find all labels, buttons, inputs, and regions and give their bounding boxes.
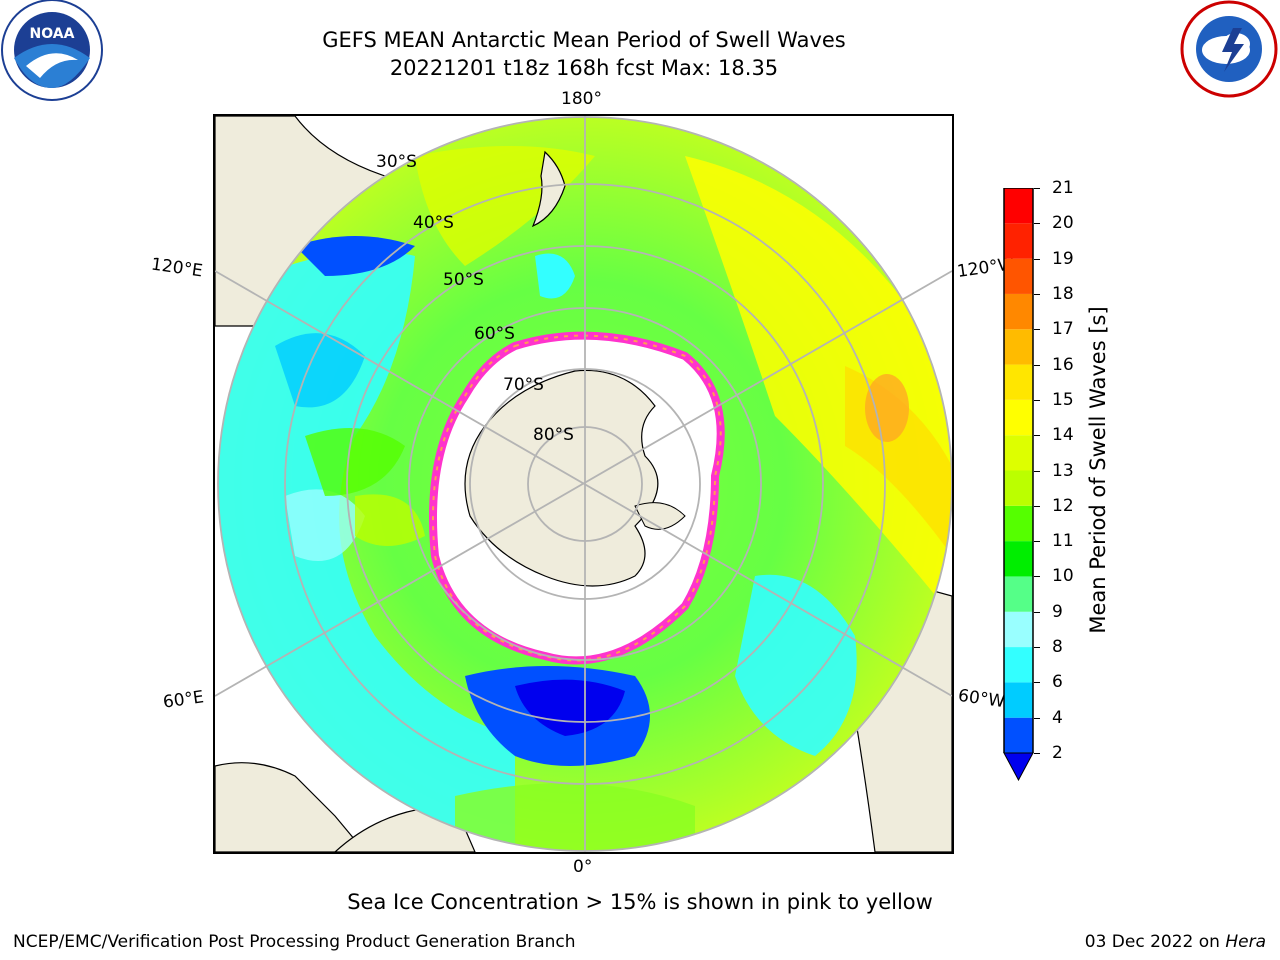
colorbar-tick-label: 21 <box>1052 178 1074 198</box>
colorbar-tick-label: 18 <box>1052 283 1074 304</box>
sea-ice-note: Sea Ice Concentration > 15% is shown in … <box>347 890 933 914</box>
colorbar-segment <box>1004 188 1033 224</box>
lon-label-60e: 60°E <box>161 687 206 713</box>
colorbar-tick-mark <box>1034 188 1040 189</box>
colorbar-tick-label: 15 <box>1052 389 1074 410</box>
colorbar-segment <box>1004 293 1033 330</box>
colorbar-tick-label: 12 <box>1052 495 1074 516</box>
colorbar-segment <box>1004 329 1033 365</box>
polar-map <box>213 114 954 854</box>
colorbar-label: Mean Period of Swell Waves [s] <box>1086 306 1110 634</box>
colorbar-tick-mark <box>1034 470 1040 472</box>
lat-label-50s: 50°S <box>443 270 484 290</box>
colorbar-segment <box>1004 505 1033 542</box>
lat-label-70s: 70°S <box>503 375 544 395</box>
colorbar-tick-mark <box>1034 541 1040 543</box>
machine-name: Hera <box>1225 932 1266 952</box>
colorbar-segment <box>1004 611 1033 648</box>
colorbar-tick-mark <box>1034 258 1040 260</box>
lat-label-40s: 40°S <box>413 213 454 233</box>
lon-label-180: 180° <box>561 89 602 109</box>
colorbar <box>1003 188 1034 781</box>
lat-label-30s: 30°S <box>376 152 417 172</box>
chart-title: GEFS MEAN Antarctic Mean Period of Swell… <box>322 28 846 52</box>
colorbar-segment <box>1004 541 1033 577</box>
date-stamp: 03 Dec 2022 on Hera <box>1085 932 1266 952</box>
map-svg <box>215 116 952 852</box>
colorbar-tick-label: 11 <box>1052 531 1074 552</box>
colorbar-segment <box>1004 647 1033 683</box>
colorbar-tick-mark <box>1034 435 1040 437</box>
africa-land <box>215 762 366 852</box>
lat-label-60s: 60°S <box>474 324 515 344</box>
colorbar-tick-mark <box>1034 293 1040 295</box>
colorbar-segment <box>1004 682 1033 718</box>
colorbar-segment <box>1004 223 1033 259</box>
colorbar-tick-mark <box>1034 682 1040 684</box>
colorbar-tick-label: 9 <box>1052 601 1063 622</box>
colorbar-tick-mark <box>1034 611 1040 613</box>
nws-logo <box>1180 0 1278 98</box>
colorbar-tick-label: 10 <box>1052 566 1074 587</box>
colorbar-segment <box>1004 258 1033 294</box>
colorbar-tick-label: 20 <box>1052 213 1074 234</box>
colorbar-tick-label: 8 <box>1052 637 1063 658</box>
colorbar-segment <box>1004 576 1033 612</box>
lon-label-120e: 120°E <box>149 254 204 282</box>
colorbar-tick-mark <box>1034 576 1040 578</box>
colorbar-tick-mark <box>1034 329 1040 331</box>
colorbar-tick-mark <box>1034 647 1040 649</box>
lat-label-80s: 80°S <box>533 425 574 445</box>
colorbar-tick-label: 2 <box>1052 743 1063 763</box>
noaa-logo-text: NOAA <box>30 26 75 42</box>
colorbar-tick-label: 16 <box>1052 354 1074 375</box>
credit-text: NCEP/EMC/Verification Post Processing Pr… <box>13 932 576 952</box>
new-zealand-land <box>531 150 566 228</box>
colorbar-tick-label: 14 <box>1052 425 1074 446</box>
chart-subtitle: 20221201 t18z 168h fcst Max: 18.35 <box>389 56 779 80</box>
graticule <box>215 116 952 852</box>
noaa-logo: NOAA <box>1 0 103 101</box>
colorbar-tick-label: 19 <box>1052 248 1074 269</box>
colorbar-segment <box>1004 470 1033 506</box>
colorbar-tick-label: 13 <box>1052 460 1074 481</box>
date-text: 03 Dec 2022 <box>1084 932 1194 952</box>
colorbar-tick-label: 6 <box>1052 672 1063 693</box>
colorbar-tick-mark <box>1034 717 1040 719</box>
colorbar-tick-mark <box>1034 364 1040 366</box>
colorbar-segment <box>1004 364 1033 400</box>
colorbar-tick-label: 4 <box>1052 707 1063 728</box>
colorbar-segment <box>1004 399 1033 436</box>
colorbar-tick-mark <box>1034 223 1040 225</box>
antarctica-land <box>464 369 659 587</box>
date-connector: on <box>1193 932 1226 952</box>
colorbar-segment <box>1004 435 1033 471</box>
lon-label-60w: 60°W <box>956 685 1007 713</box>
colorbar-tick-mark <box>1034 753 1040 754</box>
colorbar-tick-mark <box>1034 505 1040 507</box>
colorbar-tick-mark <box>1034 399 1040 401</box>
colorbar-tick-label: 17 <box>1052 319 1074 340</box>
lon-label-0: 0° <box>573 857 593 877</box>
colorbar-under-extension <box>1003 752 1034 781</box>
colorbar-segment <box>1004 717 1033 753</box>
